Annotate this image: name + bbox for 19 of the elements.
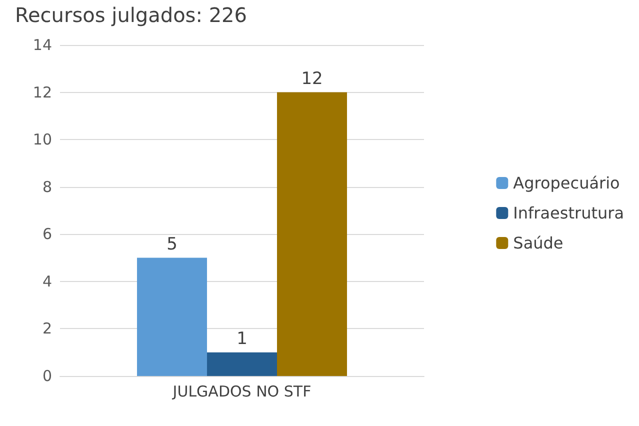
y-tick-label: 10 xyxy=(32,130,52,149)
data-label: 1 xyxy=(236,328,248,349)
legend-label: Saúde xyxy=(513,234,564,252)
legend-label: Agropecuário xyxy=(513,174,620,192)
legend-label: Infraestrutura xyxy=(513,204,624,222)
y-tick-label: 8 xyxy=(42,178,52,196)
y-tick-label: 4 xyxy=(42,272,52,290)
bar xyxy=(137,258,207,376)
y-tick-label: 14 xyxy=(32,36,52,54)
bar xyxy=(207,352,277,376)
y-tick-label: 6 xyxy=(42,225,52,244)
y-tick-label: 12 xyxy=(32,83,52,102)
x-tick-label: JULGADOS NO STF xyxy=(172,382,312,400)
data-label: 12 xyxy=(301,68,323,89)
data-label: 5 xyxy=(166,234,178,254)
chart-title: Recursos julgados: 226 xyxy=(15,3,247,27)
y-tick-label: 2 xyxy=(42,320,52,338)
y-tick-label: 0 xyxy=(42,367,52,385)
bar xyxy=(277,92,347,376)
